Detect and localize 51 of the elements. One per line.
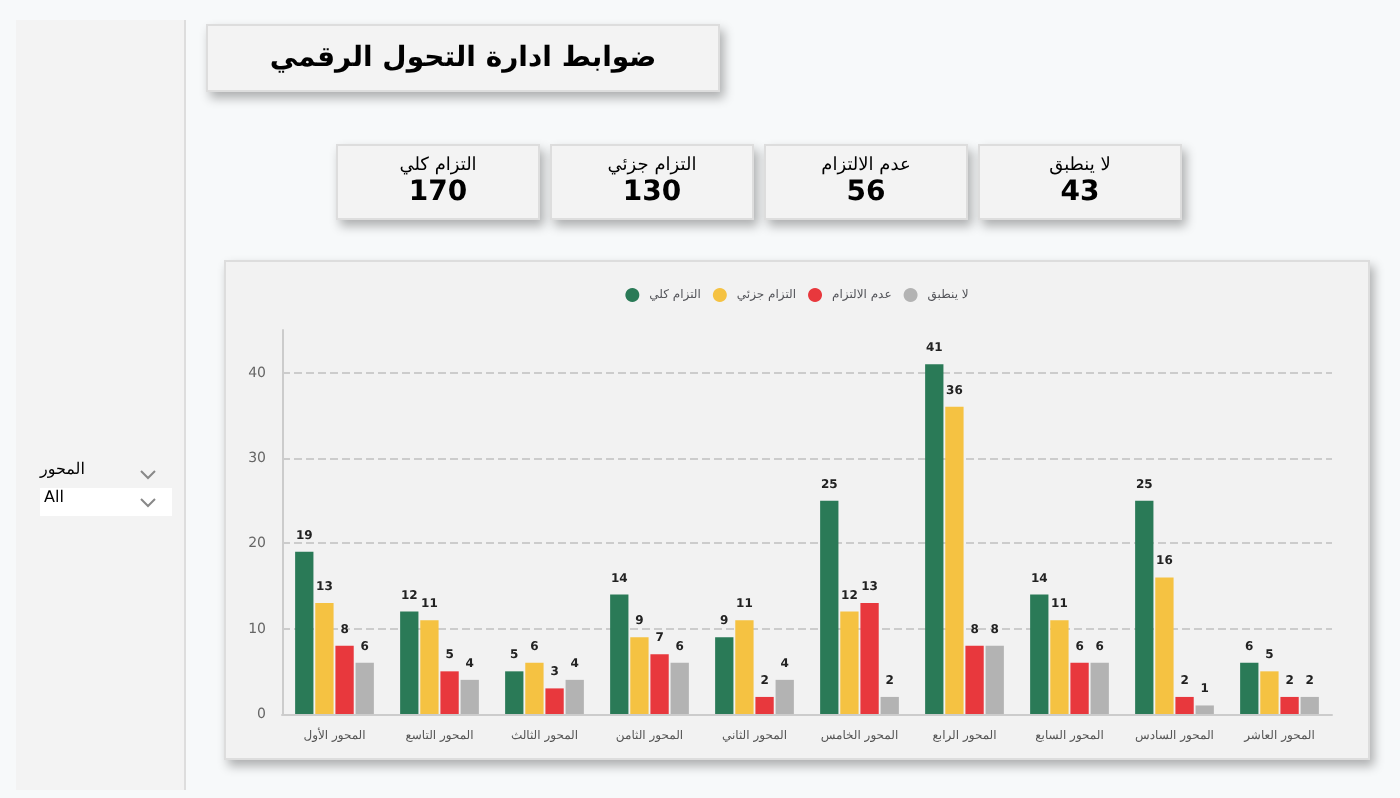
bar (965, 645, 984, 714)
bar (860, 603, 879, 714)
text: التزام جزئي (605, 156, 699, 176)
text: ضوابط ادارة التحول الرقمي (206, 24, 720, 92)
bar (1300, 696, 1319, 714)
bar (820, 500, 839, 714)
bar (1240, 662, 1259, 714)
bar (1050, 620, 1069, 714)
bar (945, 406, 964, 714)
bar (315, 603, 334, 714)
text: All (44, 488, 64, 506)
bar (1195, 705, 1214, 714)
bar (650, 654, 669, 714)
bar (985, 645, 1004, 714)
bar (355, 662, 374, 714)
bar (840, 611, 859, 714)
bar (545, 688, 564, 714)
text: 130 (620, 176, 684, 208)
bar (735, 620, 754, 714)
bar (1280, 696, 1299, 714)
text: 170 (406, 176, 470, 208)
text: التزام كلي (397, 156, 479, 176)
bar (505, 671, 524, 714)
bar (1260, 671, 1279, 714)
bar (925, 364, 944, 714)
bar (420, 620, 439, 714)
bar (715, 637, 734, 714)
bar (1070, 662, 1089, 714)
text: لا ينطبق (1047, 156, 1113, 176)
bar (1030, 594, 1049, 714)
bar (460, 679, 479, 714)
bar (630, 637, 649, 714)
text: المحور (40, 460, 85, 478)
bar (440, 671, 459, 714)
bar (1135, 500, 1154, 714)
bar (670, 662, 689, 714)
bar (880, 696, 899, 714)
bar (400, 611, 419, 714)
bar (565, 679, 584, 714)
bar (1175, 696, 1194, 714)
bar (1155, 577, 1174, 714)
bar (335, 645, 354, 714)
text: عدم الالتزام (819, 156, 913, 176)
bar (1090, 662, 1109, 714)
bar (755, 696, 774, 714)
text: 56 (844, 176, 888, 208)
bar (610, 594, 629, 714)
bar (525, 662, 544, 714)
bar (295, 551, 314, 714)
text: 43 (1058, 176, 1102, 208)
bar (775, 679, 794, 714)
